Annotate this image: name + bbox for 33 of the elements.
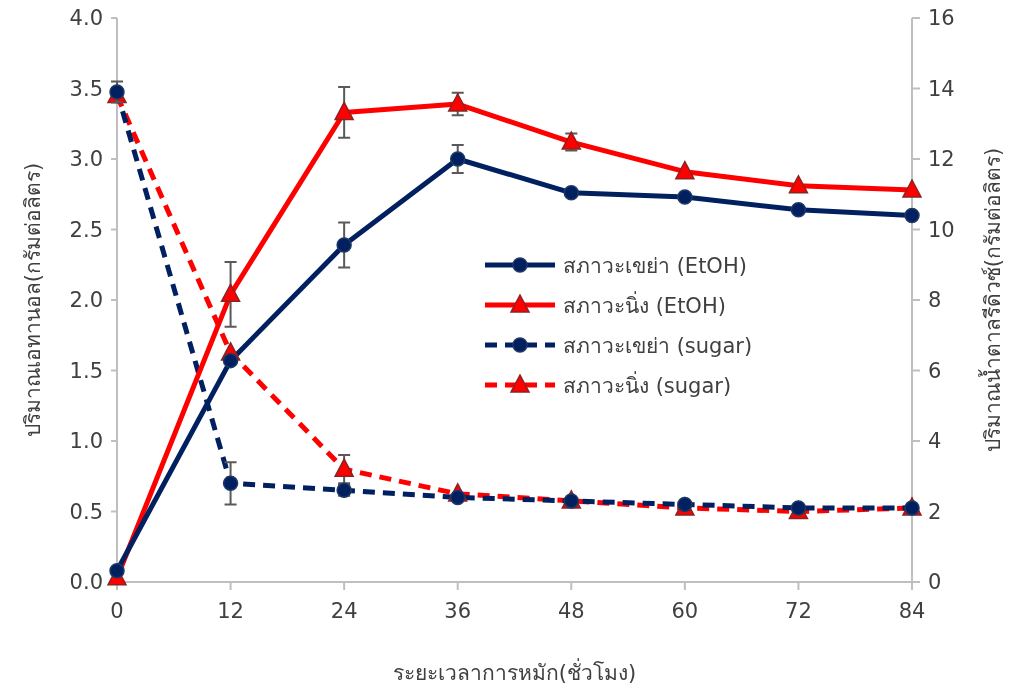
x-tick-label: 60	[671, 599, 699, 623]
x-axis-title: ระยะเวลาการหมัก(ชั่วโมง)	[392, 658, 637, 685]
x-tick-label: 0	[110, 599, 124, 623]
legend-label: สภาวะนิ่ง (sugar)	[563, 371, 732, 398]
y2-axis-title: ปริมาณน้ำตาลรีดิวซ์(กรัมต่อลิตร)	[978, 147, 1005, 453]
y2-tick-label: 4	[928, 429, 942, 453]
y2-tick-label: 0	[928, 570, 942, 594]
y2-tick-label: 12	[928, 147, 955, 171]
x-tick-label: 72	[785, 599, 812, 623]
y-tick-label: 1.5	[69, 358, 103, 383]
x-tick-label: 48	[557, 599, 585, 623]
y-tick-label: 3.5	[69, 76, 103, 101]
legend-label: สภาวะเขย่า (EtOH)	[563, 254, 747, 278]
y-tick-label: 4.0	[69, 6, 103, 30]
legend-label: สภาวะเขย่า (sugar)	[563, 334, 753, 358]
x-tick-label: 24	[330, 599, 358, 623]
y-tick-label: 2.5	[69, 217, 103, 242]
x-tick-label: 84	[898, 599, 926, 623]
y2-tick-label: 2	[928, 499, 942, 524]
y-tick-label: 1.0	[69, 429, 103, 453]
y2-tick-label: 8	[928, 288, 942, 312]
y-tick-label: 0.0	[69, 570, 103, 594]
y2-tick-label: 10	[928, 217, 955, 242]
legend-label: สภาวะนิ่ง (EtOH)	[563, 291, 726, 318]
y2-tick-label: 14	[928, 76, 955, 101]
y2-tick-label: 16	[928, 6, 955, 30]
y-axis-title: ปริมาณเอทานอล(กรัมต่อลิตร)	[21, 162, 45, 438]
y-tick-label: 0.5	[69, 499, 103, 524]
y-tick-label: 3.0	[69, 147, 103, 171]
x-tick-label: 12	[217, 599, 244, 623]
y2-tick-label: 6	[928, 358, 942, 383]
x-tick-label: 36	[444, 599, 472, 623]
y-tick-label: 2.0	[69, 288, 103, 312]
